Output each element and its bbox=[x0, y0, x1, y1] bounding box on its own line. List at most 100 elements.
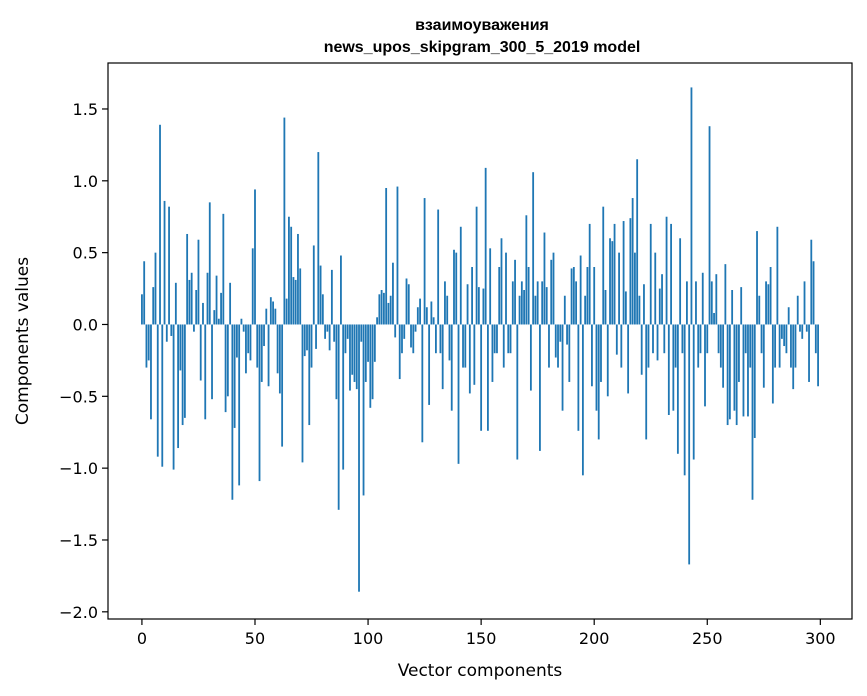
bar-261 bbox=[731, 290, 734, 325]
bar-153 bbox=[487, 324, 489, 431]
bar-257 bbox=[722, 324, 725, 388]
bar-133 bbox=[441, 324, 444, 390]
bar-197 bbox=[586, 267, 589, 325]
bar-271 bbox=[753, 324, 756, 438]
bar-226 bbox=[652, 324, 654, 354]
bar-25 bbox=[197, 239, 200, 325]
bar-216 bbox=[629, 218, 632, 325]
bar-34 bbox=[217, 318, 220, 325]
bar-77 bbox=[315, 324, 317, 349]
bar-258 bbox=[724, 264, 727, 325]
bar-260 bbox=[728, 324, 731, 420]
bar-217 bbox=[631, 198, 634, 325]
bar-117 bbox=[405, 278, 408, 325]
bar-287 bbox=[790, 324, 792, 368]
bar-221 bbox=[640, 324, 643, 375]
bar-272 bbox=[756, 231, 758, 325]
bar-284 bbox=[783, 324, 786, 347]
chart-title-line-1: взаимоуважения bbox=[415, 17, 549, 34]
bar-89 bbox=[342, 324, 345, 470]
bar-101 bbox=[369, 324, 372, 408]
bar-96 bbox=[358, 324, 360, 592]
bar-275 bbox=[762, 324, 765, 388]
bar-251 bbox=[708, 126, 711, 325]
bar-15 bbox=[174, 282, 177, 325]
bar-56 bbox=[267, 324, 270, 387]
bar-123 bbox=[419, 298, 421, 325]
bar-5 bbox=[152, 287, 155, 325]
bar-145 bbox=[468, 324, 471, 394]
bar-51 bbox=[256, 324, 259, 368]
bar-108 bbox=[385, 187, 388, 325]
bar-298 bbox=[814, 324, 817, 354]
bar-177 bbox=[541, 281, 544, 325]
bar-137 bbox=[450, 324, 453, 411]
bar-29 bbox=[206, 272, 209, 325]
bar-191 bbox=[572, 267, 575, 325]
bar-141 bbox=[459, 226, 462, 325]
bar-162 bbox=[507, 324, 510, 354]
bar-281 bbox=[776, 226, 779, 325]
bar-144 bbox=[466, 284, 469, 325]
bar-215 bbox=[627, 324, 630, 394]
bar-244 bbox=[692, 324, 695, 460]
x-tick-label: 300 bbox=[805, 629, 836, 648]
bar-0 bbox=[141, 294, 143, 325]
bar-61 bbox=[278, 324, 281, 394]
bar-164 bbox=[511, 281, 514, 325]
bar-232 bbox=[665, 216, 668, 325]
bar-2 bbox=[145, 324, 148, 368]
bar-113 bbox=[396, 186, 399, 325]
bar-99 bbox=[364, 324, 367, 382]
bar-21 bbox=[188, 279, 191, 325]
bar-265 bbox=[740, 287, 743, 325]
bar-90 bbox=[344, 324, 347, 354]
bar-207 bbox=[609, 238, 611, 325]
bar-54 bbox=[263, 324, 265, 347]
bar-168 bbox=[520, 281, 523, 325]
bar-82 bbox=[326, 324, 329, 332]
bar-85 bbox=[333, 324, 336, 342]
bar-73 bbox=[306, 324, 308, 351]
bar-256 bbox=[719, 324, 722, 368]
bar-247 bbox=[699, 324, 702, 354]
bar-161 bbox=[505, 252, 507, 325]
bar-276 bbox=[765, 281, 767, 325]
bar-136 bbox=[448, 324, 451, 361]
bar-155 bbox=[491, 324, 494, 382]
bar-121 bbox=[414, 324, 417, 332]
bar-24 bbox=[195, 290, 198, 325]
bar-142 bbox=[462, 324, 464, 368]
bar-36 bbox=[222, 213, 225, 325]
bar-43 bbox=[238, 324, 241, 486]
bar-236 bbox=[674, 324, 677, 368]
bar-44 bbox=[240, 318, 243, 325]
bar-294 bbox=[805, 324, 808, 332]
bar-97 bbox=[360, 324, 363, 342]
bar-6 bbox=[154, 252, 157, 325]
bar-246 bbox=[697, 324, 700, 368]
bar-188 bbox=[566, 324, 568, 345]
bar-201 bbox=[595, 324, 598, 411]
bar-225 bbox=[649, 223, 652, 325]
bar-23 bbox=[193, 324, 195, 332]
y-tick-label: −2.0 bbox=[59, 603, 98, 622]
bar-190 bbox=[570, 268, 573, 325]
bar-9 bbox=[161, 324, 164, 467]
x-tick-label: 200 bbox=[579, 629, 610, 648]
bar-39 bbox=[229, 282, 232, 325]
y-tick-label: 1.0 bbox=[73, 172, 98, 191]
bar-288 bbox=[792, 324, 795, 390]
bar-196 bbox=[584, 295, 587, 325]
y-axis-ticks: −2.0 −1.5 −1.0 −0.5 0.0 0.5 1.0 1.5 bbox=[59, 100, 108, 622]
bar-127 bbox=[428, 324, 431, 405]
bar-219 bbox=[636, 159, 639, 325]
bar-49 bbox=[251, 248, 254, 325]
bar-107 bbox=[382, 292, 385, 325]
bar-87 bbox=[337, 324, 340, 510]
bar-63 bbox=[283, 117, 286, 325]
bar-93 bbox=[351, 324, 354, 375]
bar-175 bbox=[536, 281, 539, 325]
bar-149 bbox=[477, 287, 480, 325]
bar-154 bbox=[489, 248, 492, 325]
